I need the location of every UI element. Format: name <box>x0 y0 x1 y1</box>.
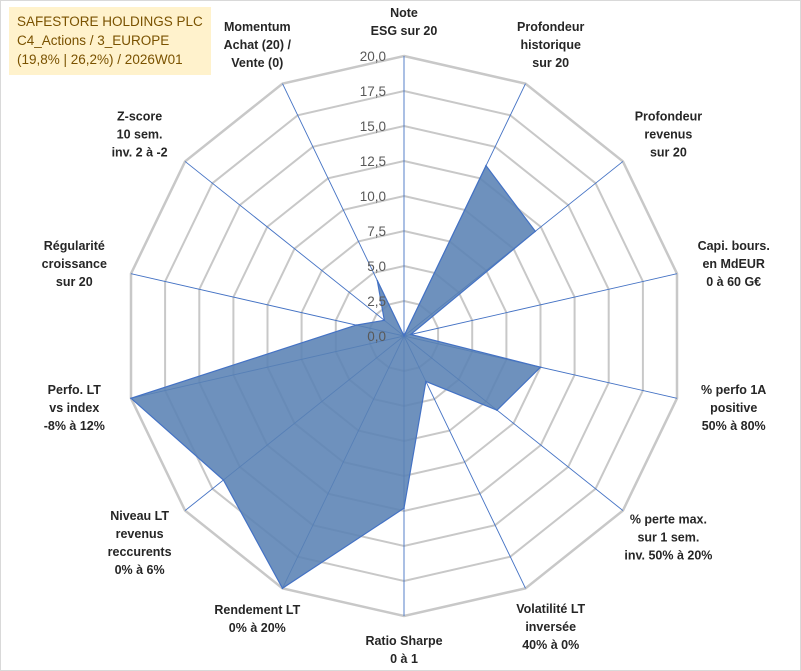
data-point <box>496 409 498 412</box>
category-label-line: % perfo 1A <box>701 383 766 397</box>
category-label-line: historique <box>520 38 580 52</box>
category-label-line: Profondeur <box>635 110 702 124</box>
category-label-line: Profondeur <box>517 20 584 34</box>
category-label-line: 50% à 80% <box>702 419 766 433</box>
data-point <box>383 319 386 322</box>
category-label-line: 0% à 6% <box>115 563 165 577</box>
category-label: Note ESG sur 20 <box>371 6 438 38</box>
category-label: % perte max. sur 1 sem. inv. 50% à 20% <box>624 512 712 562</box>
category-label: Profondeur revenus sur 20 <box>635 110 702 160</box>
category-label-line: Perfo. LT <box>48 383 102 397</box>
category-label-line: 0 à 1 <box>390 652 418 666</box>
category-label-line: positive <box>710 401 757 415</box>
category-label-line: en MdEUR <box>702 257 765 271</box>
category-label: Z-score 10 sem. inv. 2 à -2 <box>112 110 168 160</box>
category-label-line: 0 à 60 G€ <box>706 275 761 289</box>
category-label: Rendement LT 0% à 20% <box>214 603 300 635</box>
data-point <box>355 324 358 326</box>
tick-label: 15,0 <box>360 119 386 134</box>
series-area <box>129 164 542 590</box>
category-label-line: sur 1 sem. <box>637 530 699 544</box>
data-point <box>403 335 405 337</box>
category-label: Niveau LT revenus reccurents 0% à 6% <box>108 509 172 577</box>
category-label-line: 0% à 20% <box>229 621 286 635</box>
category-label: Profondeur historique sur 20 <box>517 20 584 70</box>
tick-label: 10,0 <box>360 189 386 204</box>
category-label-line: Volatilité LT <box>516 602 585 616</box>
category-label-line: inv. 2 à -2 <box>112 146 168 160</box>
category-label-line: croissance <box>42 257 107 271</box>
category-label-line: Vente (0) <box>231 56 283 70</box>
data-point <box>425 380 427 383</box>
category-label-line: -8% à 12% <box>44 419 105 433</box>
category-label: Momentum Achat (20) / Vente (0) <box>224 20 292 70</box>
category-label-line: 40% à 0% <box>522 638 579 652</box>
tick-label: 0,0 <box>367 329 386 344</box>
category-label: Capi. bours. en MdEUR 0 à 60 G€ <box>698 239 770 289</box>
category-label-line: vs index <box>49 401 99 415</box>
data-point <box>376 279 379 282</box>
data-point <box>534 230 537 233</box>
tick-label: 7,5 <box>367 224 386 239</box>
data-point <box>539 366 542 369</box>
data-point <box>403 507 405 510</box>
category-label: % perfo 1A positive 50% à 80% <box>701 383 766 433</box>
category-label-line: Momentum <box>224 20 291 34</box>
tick-label: 17,5 <box>360 84 386 99</box>
data-point <box>410 333 412 336</box>
title-category: C4_Actions / 3_EUROPE <box>17 33 170 48</box>
category-label-line: sur 20 <box>650 146 687 160</box>
data-point <box>130 397 132 400</box>
category-label-line: Ratio Sharpe <box>365 634 442 648</box>
category-label-line: Capi. bours. <box>698 239 770 253</box>
category-label-line: Régularité <box>44 239 105 253</box>
category-label-line: revenus <box>644 128 692 142</box>
category-label-line: inv. 50% à 20% <box>624 548 712 562</box>
data-point <box>485 164 487 167</box>
category-label-line: reccurents <box>108 545 172 559</box>
category-label: Ratio Sharpe 0 à 1 <box>365 634 442 666</box>
data-point <box>222 479 225 481</box>
spoke-line <box>403 273 678 337</box>
tick-layer: 0,0 2,5 5,0 7,5 10,0 12,5 15,0 17,5 20,0 <box>360 49 386 344</box>
title-company: SAFESTORE HOLDINGS PLC <box>17 14 203 29</box>
tick-label: 2,5 <box>367 294 386 309</box>
spoke-line <box>184 161 405 337</box>
category-label-line: inversée <box>525 620 576 634</box>
category-label: Volatilité LT inversée 40% à 0% <box>516 602 585 652</box>
tick-label: 20,0 <box>360 49 386 64</box>
category-label-line: Note <box>390 6 418 20</box>
chart-title: SAFESTORE HOLDINGS PLC C4_Actions / 3_EU… <box>9 7 211 75</box>
category-label-line: ESG sur 20 <box>371 24 438 38</box>
series-layer <box>129 164 542 590</box>
category-label-line: Niveau LT <box>110 509 169 523</box>
title-period: (19,8% | 26,2%) / 2026W01 <box>17 52 183 67</box>
category-label-layer: Note ESG sur 20 Profondeur historique sur 20… <box>42 6 770 666</box>
category-label: Régularité croissance sur 20 <box>42 239 107 289</box>
category-label-line: sur 20 <box>56 275 93 289</box>
category-label-line: revenus <box>116 527 164 541</box>
category-label: Perfo. LT vs index -8% à 12% <box>44 383 105 433</box>
category-label-line: sur 20 <box>532 56 569 70</box>
category-label-line: 10 sem. <box>117 128 163 142</box>
category-label-line: Rendement LT <box>214 603 300 617</box>
category-label-line: % perte max. <box>630 512 707 526</box>
tick-label: 12,5 <box>360 154 386 169</box>
category-label-line: Z-score <box>117 110 162 124</box>
data-point <box>281 587 284 590</box>
tick-label: 5,0 <box>367 259 386 274</box>
category-label-line: Achat (20) / <box>224 38 292 52</box>
